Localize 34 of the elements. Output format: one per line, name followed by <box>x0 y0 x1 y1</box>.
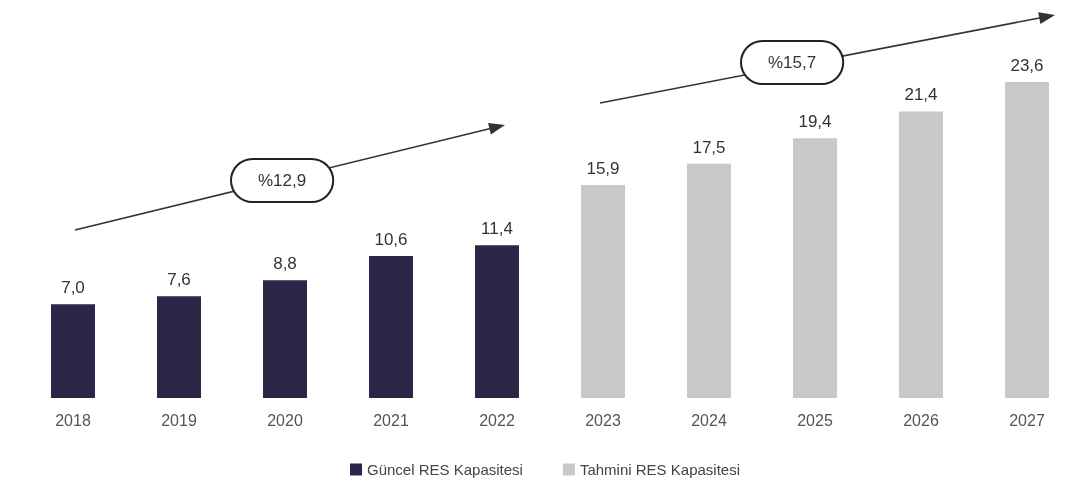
data-label: 17,5 <box>692 137 726 157</box>
x-tick-label: 2018 <box>55 411 91 429</box>
x-tick-label: 2025 <box>797 411 833 429</box>
bar <box>581 185 625 398</box>
data-label: 7,6 <box>167 270 191 290</box>
data-label: 19,4 <box>798 112 832 132</box>
x-tick-label: 2024 <box>691 411 727 429</box>
legend-label: Tahmini RES Kapasitesi <box>579 461 740 478</box>
x-tick-label: 2019 <box>161 411 197 429</box>
bar <box>475 245 519 398</box>
x-tick-label: 2027 <box>1009 411 1045 429</box>
data-label: 7,0 <box>61 278 85 298</box>
data-label: 8,8 <box>273 254 297 274</box>
bar <box>263 280 307 398</box>
text: %15,7 <box>768 53 817 72</box>
x-tick-label: 2023 <box>585 411 621 429</box>
x-tick-label: 2026 <box>903 411 939 429</box>
data-label: 15,9 <box>586 159 620 179</box>
data-label: 21,4 <box>904 85 938 105</box>
x-tick-label: 2020 <box>267 411 303 429</box>
data-label: 11,4 <box>481 219 513 239</box>
x-tick-label: 2021 <box>373 411 409 429</box>
bar <box>687 163 731 398</box>
bar <box>899 111 943 398</box>
bar <box>793 138 837 398</box>
data-label: 10,6 <box>374 230 408 250</box>
bar <box>1005 82 1049 398</box>
annotation: %12,9 <box>258 171 307 190</box>
data-label: 23,6 <box>1010 56 1044 75</box>
bar <box>157 296 201 398</box>
bar <box>369 256 413 398</box>
x-tick-label: 2022 <box>479 411 515 429</box>
bar <box>51 304 95 398</box>
legend-label: Güncel RES Kapasitesi <box>367 461 523 478</box>
